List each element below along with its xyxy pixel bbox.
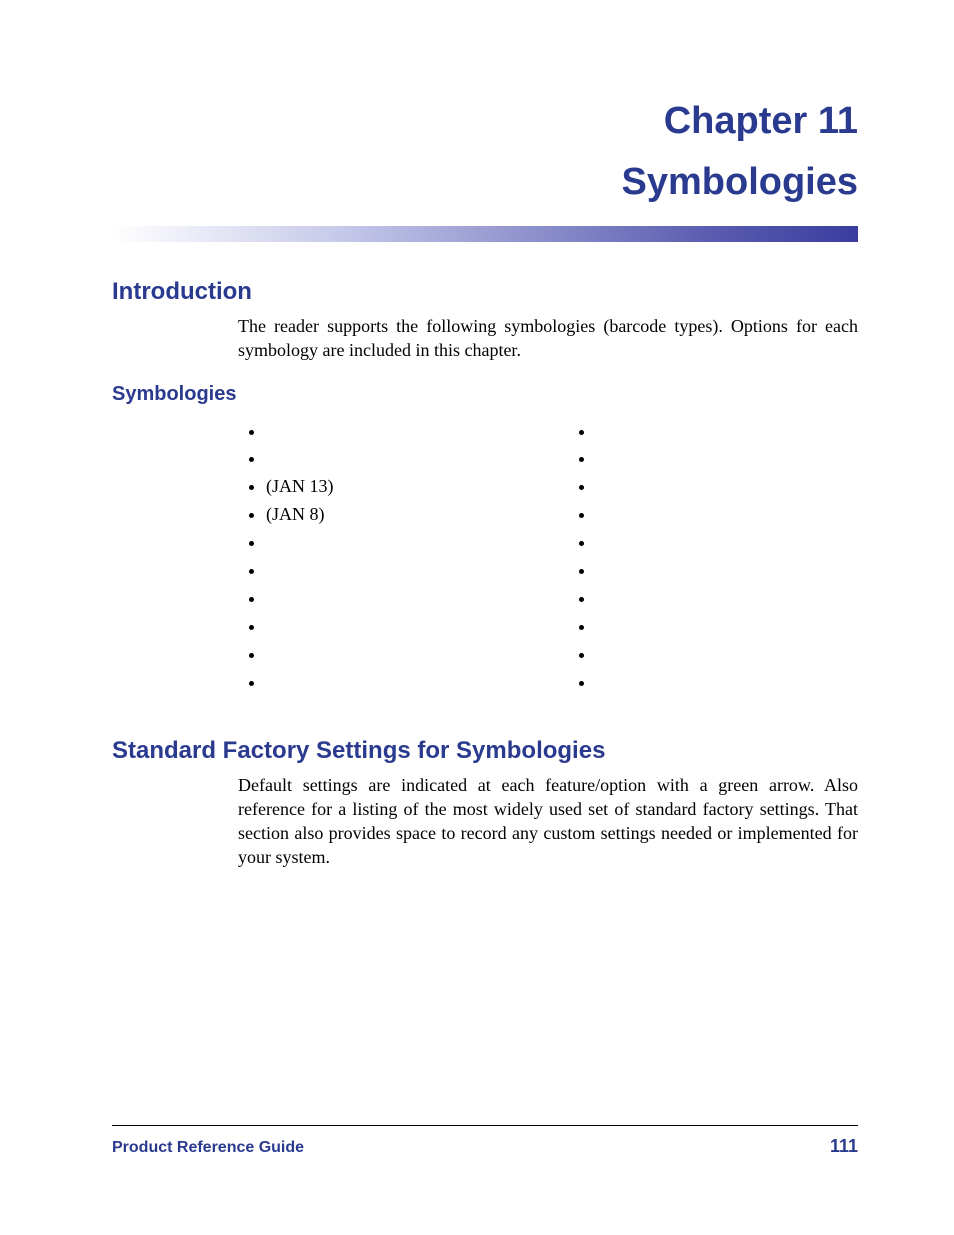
list-item (266, 529, 528, 557)
section-heading-factory-settings: Standard Factory Settings for Symbologie… (112, 737, 858, 765)
factory-paragraph: Default settings are indicated at each f… (238, 773, 858, 870)
symbology-column-right (568, 418, 858, 697)
section-heading-symbologies: Symbologies (112, 383, 858, 406)
list-item (596, 641, 858, 669)
footer-page-number: 111 (830, 1136, 858, 1157)
list-item (266, 613, 528, 641)
symbology-list-left: (JAN 13) (JAN 8) (238, 418, 528, 697)
list-item (596, 418, 858, 446)
document-page: Chapter 11 Symbologies Introduction The … (0, 0, 954, 1235)
list-item (266, 669, 528, 697)
spacer (112, 697, 858, 737)
list-item (596, 445, 858, 473)
page-footer: Product Reference Guide 111 (112, 1125, 858, 1157)
list-item (596, 501, 858, 529)
list-item (266, 557, 528, 585)
list-item (266, 445, 528, 473)
list-item: (JAN 13) (266, 473, 528, 501)
factory-paragraph-part-b: for a listing of the most widely used se… (238, 799, 858, 868)
list-item (596, 557, 858, 585)
symbology-suffix: (JAN 8) (266, 504, 325, 524)
footer-guide-title: Product Reference Guide (112, 1139, 304, 1157)
list-item (596, 473, 858, 501)
list-item (596, 585, 858, 613)
list-item (266, 418, 528, 446)
symbology-column-left: (JAN 13) (JAN 8) (238, 418, 528, 697)
symbology-list-right (568, 418, 858, 697)
list-item (596, 669, 858, 697)
list-item (596, 613, 858, 641)
chapter-number: Chapter 11 (112, 100, 858, 143)
symbology-list-columns: (JAN 13) (JAN 8) (238, 418, 858, 697)
intro-paragraph: The reader supports the following symbol… (238, 314, 858, 363)
chapter-title: Symbologies (112, 161, 858, 204)
symbology-suffix: (JAN 13) (266, 476, 334, 496)
divider-gradient (112, 226, 858, 242)
list-item (596, 529, 858, 557)
list-item (266, 585, 528, 613)
section-heading-introduction: Introduction (112, 278, 858, 306)
list-item (266, 641, 528, 669)
list-item: (JAN 8) (266, 501, 528, 529)
